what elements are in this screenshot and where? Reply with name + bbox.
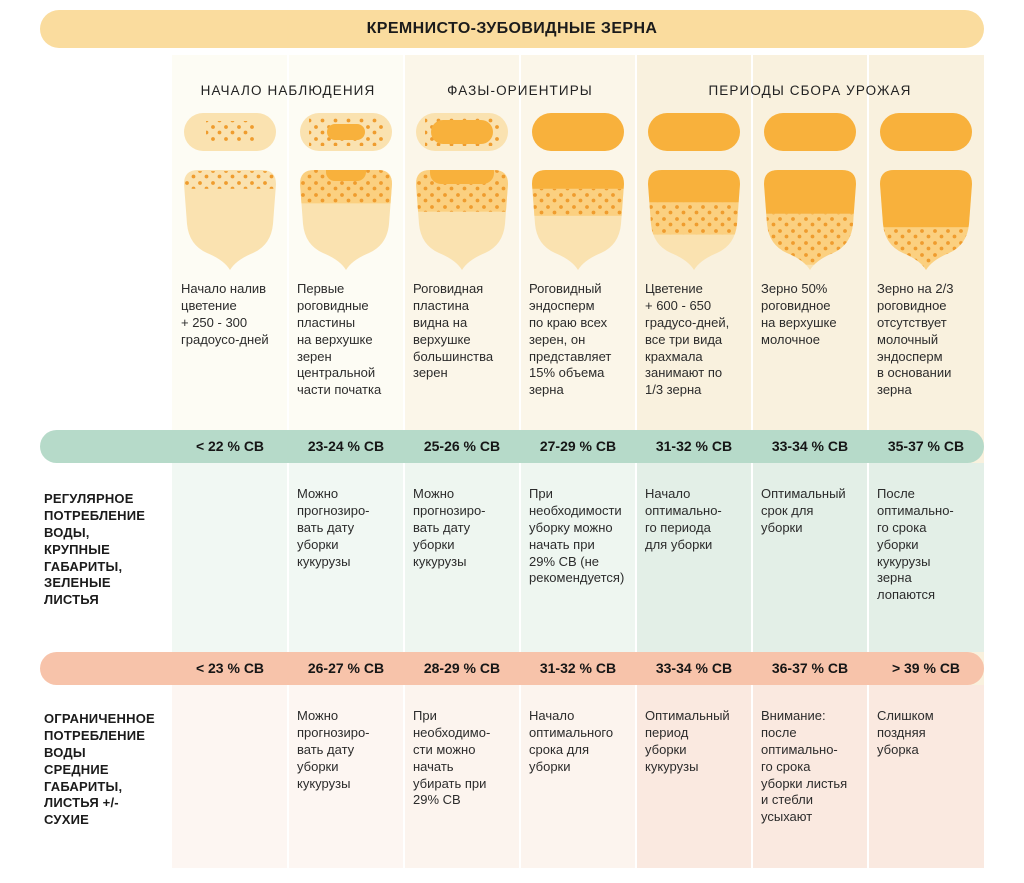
moisture-label: 26-27 % СВ: [307, 660, 385, 676]
moisture-label: 31-32 % СВ: [539, 660, 617, 676]
section-header-observation: НАЧАЛО НАБЛЮДЕНИЯ: [200, 82, 376, 98]
corn-top-view-illustration: [416, 112, 508, 152]
recommendation-cell: При необходимо- сти можно начать убирать…: [413, 708, 491, 808]
corn-kernel-illustration: [416, 168, 508, 272]
corn-kernel-illustration: [532, 168, 624, 272]
corn-top-view-illustration: [300, 112, 392, 152]
recommendation-cell: После оптимально- го срока уборки кукуру…: [877, 486, 954, 603]
limited-water-row-label: ОГРАНИЧЕННОЕ ПОТРЕБЛЕНИЕ ВОДЫ СРЕДНИЕ ГА…: [44, 711, 155, 828]
recommendation-cell: Оптимальный срок для уборки: [761, 486, 846, 535]
recommendation-cell: Внимание: после оптимально- го срока убо…: [761, 708, 848, 825]
section-header-harvest: ПЕРИОДЫ СБОРА УРОЖАЯ: [708, 82, 912, 98]
recommendation-cell: Слишком поздняя уборка: [877, 708, 934, 757]
recommendation-cell: Оптимальный период уборки кукурузы: [645, 708, 730, 774]
section-header-phases: ФАЗЫ-ОРИЕНТИРЫ: [447, 82, 593, 98]
recommendation-cell: Можно прогнозиро- вать дату уборки кукур…: [413, 486, 486, 569]
stage-description: Роговидная пластина видна на верхушке бо…: [413, 281, 494, 381]
recommendation-cell: Начало оптимального срока для уборки: [529, 708, 614, 774]
corn-kernel-illustration: [764, 168, 856, 272]
corn-kernel-illustration: [880, 168, 972, 272]
stage-description: Первые роговидные пластины на верхушке з…: [297, 281, 382, 398]
title-banner: КРЕМНИСТО-ЗУБОВИДНЫЕ ЗЕРНА: [40, 10, 984, 48]
moisture-label: 27-29 % СВ: [539, 438, 617, 454]
corn-kernel-illustration: [648, 168, 740, 272]
stage-description: Цветение + 600 - 650 градусо-дней, все т…: [645, 281, 730, 398]
stage-description: Роговидный эндосперм по краю всех зерен,…: [529, 281, 612, 398]
moisture-label: 35-37 % СВ: [887, 438, 965, 454]
moisture-label: 33-34 % СВ: [771, 438, 849, 454]
recommendation-cell: Можно прогнозиро- вать дату уборки кукур…: [297, 486, 370, 569]
page-title: КРЕМНИСТО-ЗУБОВИДНЫЕ ЗЕРНА: [366, 20, 658, 37]
stage-description: Начало налив цветение + 250 - 300 градоу…: [181, 281, 269, 347]
corn-top-view-illustration: [184, 112, 276, 152]
moisture-label: 36-37 % СВ: [771, 660, 849, 676]
recommendation-cell: Начало оптимально- го периода для уборки: [645, 486, 722, 552]
stage-description: Зерно на 2/3 роговидное отсутствует моло…: [877, 281, 954, 398]
limited-row-tint-harvest: [636, 685, 984, 868]
corn-kernel-illustration: [184, 168, 276, 272]
recommendation-cell: Можно прогнозиро- вать дату уборки кукур…: [297, 708, 370, 791]
corn-top-view-illustration: [532, 112, 624, 152]
moisture-label: 33-34 % СВ: [655, 660, 733, 676]
moisture-label: 25-26 % СВ: [423, 438, 501, 454]
regular-moisture-band: < 22 % СВ 23-24 % СВ 25-26 % СВ 27-29 % …: [40, 430, 984, 463]
corn-top-view-illustration: [648, 112, 740, 152]
moisture-label: > 39 % СВ: [891, 660, 961, 676]
moisture-label: 28-29 % СВ: [423, 660, 501, 676]
corn-top-view-illustration: [880, 112, 972, 152]
regular-row-tint-harvest: [636, 463, 984, 652]
moisture-label: < 22 % СВ: [195, 438, 265, 454]
regular-water-row-label: РЕГУЛЯРНОЕ ПОТРЕБЛЕНИЕ ВОДЫ, КРУПНЫЕ ГАБ…: [44, 491, 146, 608]
moisture-label: 31-32 % СВ: [655, 438, 733, 454]
corn-top-view-illustration: [764, 112, 856, 152]
recommendation-cell: При необходимости уборку можно начать пр…: [529, 486, 625, 586]
stage-description: Зерно 50% роговидное на верхушке молочно…: [761, 281, 837, 347]
moisture-label: < 23 % СВ: [195, 660, 265, 676]
corn-kernel-illustration: [300, 168, 392, 272]
moisture-label: 23-24 % СВ: [307, 438, 385, 454]
limited-moisture-band: < 23 % СВ 26-27 % СВ 28-29 % СВ 31-32 % …: [40, 652, 984, 685]
